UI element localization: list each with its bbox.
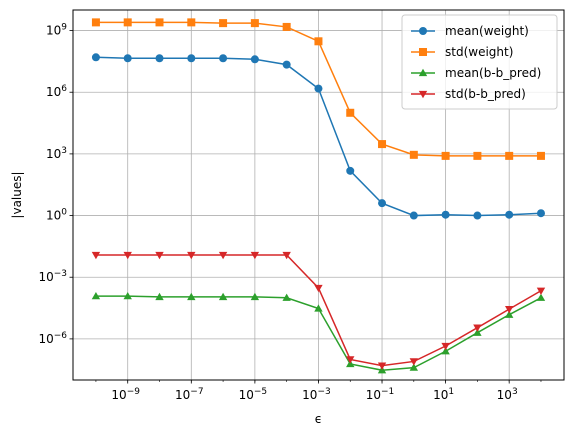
- data-point: [91, 251, 101, 260]
- data-point: [536, 151, 545, 160]
- data-point: [123, 18, 132, 27]
- y-tick-label: 106: [46, 84, 67, 99]
- data-point: [123, 251, 132, 260]
- data-point: [155, 292, 164, 301]
- x-tick-label: 10−3: [302, 387, 331, 402]
- data-point: [218, 251, 228, 260]
- series-3: [91, 251, 546, 370]
- series-layer: [91, 18, 546, 374]
- data-point: [473, 211, 482, 220]
- data-point: [441, 210, 450, 219]
- data-point: [123, 54, 132, 63]
- data-point: [155, 54, 164, 63]
- data-point: [536, 287, 546, 295]
- data-point: [504, 310, 514, 318]
- data-point: [536, 293, 546, 301]
- series-2: [91, 291, 546, 374]
- legend-label: std(b-b_pred): [445, 87, 526, 101]
- data-point: [378, 199, 387, 208]
- data-point: [218, 292, 228, 301]
- data-point: [536, 209, 545, 218]
- y-axis-label: |values|: [10, 171, 24, 218]
- data-point: [250, 292, 260, 301]
- data-point: [346, 166, 355, 175]
- legend-marker: [419, 48, 427, 56]
- y-tick-label: 100: [46, 208, 67, 223]
- data-point: [409, 150, 418, 159]
- data-point: [378, 140, 387, 149]
- data-point: [91, 291, 101, 300]
- data-point: [250, 251, 260, 260]
- data-point: [473, 324, 482, 332]
- data-point: [314, 84, 323, 93]
- data-point: [473, 151, 482, 160]
- y-tick-label: 109: [46, 23, 67, 38]
- x-axis-label: ϵ: [315, 412, 322, 426]
- data-point: [187, 18, 196, 27]
- tick-layer: 10−9 10−7 10−5 10−3 10−1 101 103 10−6 10−3 100 103…: [38, 23, 542, 402]
- data-point: [155, 18, 164, 27]
- data-point: [473, 328, 482, 336]
- legend: mean(weight) std(weight) mean(b-b_pred)std…: [401, 14, 558, 110]
- y-tick-label: 103: [46, 146, 67, 161]
- data-point: [123, 291, 132, 300]
- data-point: [187, 251, 196, 260]
- data-point: [250, 55, 259, 64]
- data-point: [187, 54, 196, 63]
- data-point: [505, 151, 514, 160]
- data-point: [314, 37, 323, 46]
- data-point: [250, 19, 259, 28]
- data-point: [504, 305, 514, 314]
- data-point: [91, 53, 100, 62]
- data-point: [346, 356, 355, 364]
- legend-entry: std(weight): [411, 45, 513, 59]
- legend-frame: [401, 14, 558, 110]
- data-point: [282, 22, 291, 31]
- x-tick-label: 10−5: [239, 387, 268, 402]
- x-tick-label: 10−1: [366, 387, 395, 402]
- data-point: [441, 347, 450, 355]
- data-point: [346, 108, 355, 117]
- legend-label: mean(b-b_pred): [445, 66, 541, 80]
- data-point: [441, 342, 450, 351]
- data-point: [409, 211, 418, 220]
- data-point: [219, 54, 228, 63]
- data-point: [282, 293, 291, 301]
- data-point: [155, 251, 164, 260]
- legend-marker: [418, 68, 428, 77]
- legend-entry: mean(weight): [411, 24, 529, 38]
- legend-entry: mean(b-b_pred): [411, 66, 541, 80]
- legend-marker: [419, 27, 427, 35]
- data-point: [441, 151, 450, 160]
- x-tick-label: 10−9: [111, 387, 140, 402]
- data-point: [505, 210, 514, 219]
- data-point: [219, 19, 228, 28]
- y-tick-label: 10−6: [38, 331, 67, 346]
- data-point: [91, 18, 100, 27]
- data-point: [377, 362, 387, 370]
- data-point: [314, 284, 323, 293]
- data-point: [409, 358, 419, 366]
- series-0: [91, 53, 545, 220]
- x-tick-label: 101: [433, 387, 454, 402]
- data-point: [282, 60, 291, 69]
- x-tick-label: 10−7: [175, 387, 204, 402]
- x-tick-label: 103: [497, 387, 518, 402]
- data-point: [409, 363, 419, 371]
- data-point: [282, 251, 291, 260]
- y-tick-label: 10−3: [38, 269, 67, 284]
- legend-entry: std(b-b_pred): [411, 87, 526, 101]
- legend-label: std(weight): [445, 45, 513, 59]
- legend-label: mean(weight): [445, 24, 529, 38]
- data-point: [187, 292, 196, 301]
- legend-marker: [418, 90, 428, 99]
- data-point: [314, 304, 323, 312]
- series-1: [91, 18, 545, 160]
